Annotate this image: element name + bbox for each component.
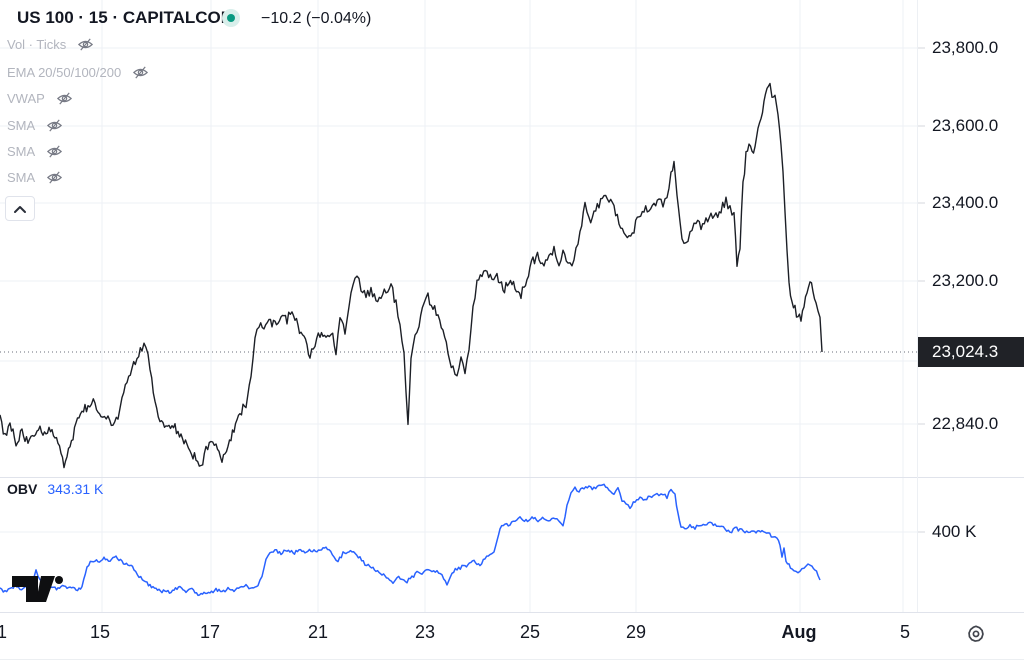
symbol-title[interactable]: US 100 · 15 · CAPITALCOM (17, 8, 235, 27)
legend-item-sma-2[interactable]: SMA (7, 143, 63, 160)
visibility-off-icon[interactable] (77, 36, 94, 53)
price-scale-label: 23,800.0 (932, 38, 999, 57)
obv-name: OBV (7, 481, 38, 497)
time-label: 29 (625, 622, 647, 642)
legend-label: EMA 20/50/100/200 (7, 65, 122, 80)
obv-value: 343.31 K (47, 481, 104, 497)
chevron-up-icon (14, 205, 26, 213)
legend-label: SMA (7, 144, 36, 159)
price-scale-label: 23,200.0 (932, 271, 999, 290)
legend-item-sma-3[interactable]: SMA (7, 169, 63, 186)
legend-item-vwap[interactable]: VWAP (7, 90, 73, 107)
legend-label: VWAP (7, 91, 45, 106)
collapse-legend-button[interactable] (5, 196, 35, 221)
time-axis-settings-gear-icon[interactable] (963, 622, 989, 648)
obv-series-line (0, 483, 821, 597)
time-label: 1 (0, 622, 8, 642)
visibility-off-icon[interactable] (46, 169, 63, 186)
price-scale-label: 23,600.0 (932, 116, 999, 135)
legend-item-ema[interactable]: EMA 20/50/100/200 (7, 64, 149, 81)
pane-separator[interactable] (0, 477, 1024, 478)
price-series-line (0, 82, 823, 469)
price-axis-border (917, 0, 918, 612)
market-status-icon[interactable] (222, 9, 240, 27)
bottom-border (0, 659, 1024, 660)
time-label: 23 (414, 622, 436, 642)
legend-label: SMA (7, 170, 36, 185)
visibility-off-icon[interactable] (132, 64, 149, 81)
time-label: 17 (199, 622, 221, 642)
obv-scale-label: 400 K (932, 522, 977, 541)
legend-item-volume[interactable]: Vol · Ticks (7, 36, 94, 53)
visibility-off-icon[interactable] (46, 117, 63, 134)
time-label: 25 (519, 622, 541, 642)
last-price-badge: 23,024.3 (918, 337, 1024, 367)
legend-label: SMA (7, 118, 36, 133)
obv-legend[interactable]: OBV 343.31 K (7, 481, 103, 497)
visibility-off-icon[interactable] (46, 143, 63, 160)
tradingview-logo[interactable] (10, 570, 66, 604)
time-label: 15 (89, 622, 111, 642)
time-axis-border (0, 612, 1024, 613)
visibility-off-icon[interactable] (56, 90, 73, 107)
legend-item-sma-1[interactable]: SMA (7, 117, 63, 134)
legend-label: Vol · Ticks (7, 37, 67, 52)
time-label: 21 (307, 622, 329, 642)
time-label-month: Aug (781, 622, 817, 642)
price-scale-label: 22,840.0 (932, 414, 999, 433)
price-scale-label: 23,400.0 (932, 193, 999, 212)
time-label: 5 (899, 622, 911, 642)
price-change-text: −10.2 (−0.04%) (261, 10, 372, 27)
